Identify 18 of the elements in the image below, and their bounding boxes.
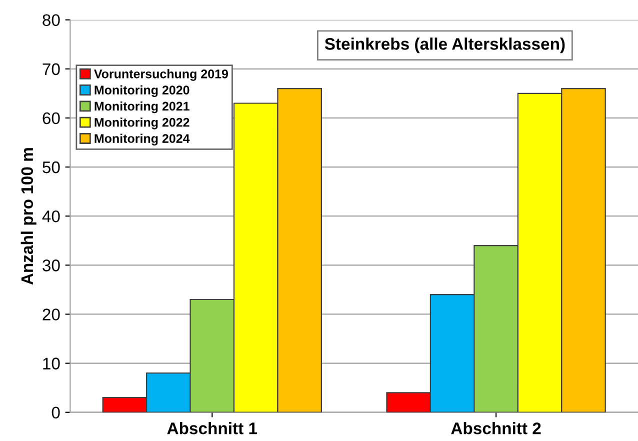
y-tick-label: 60	[42, 112, 60, 124]
legend-label: Monitoring 2022	[94, 118, 190, 130]
text: Steinkrebs (alle Altersklassen)	[324, 38, 565, 54]
x-tick-label: Abschnitt 1	[167, 422, 258, 434]
y-tick-label: 0	[52, 406, 60, 419]
y-tick-label: 40	[42, 210, 60, 222]
legend-label: Voruntersuchung 2019	[94, 69, 228, 81]
y-tick-label: 70	[42, 63, 60, 76]
y-tick-label: 20	[42, 308, 60, 320]
legend-label: Monitoring 2024	[94, 134, 190, 146]
y-tick-label: 80	[42, 14, 60, 26]
y-tick-label: 10	[43, 358, 60, 370]
legend-label: Monitoring 2020	[94, 85, 190, 98]
y-tick-label: 30	[42, 260, 60, 272]
y-tick-label: 50	[42, 161, 60, 174]
legend-label: Monitoring 2021	[94, 101, 190, 114]
y-axis-title: Anzahl pro 100 m	[20, 148, 36, 285]
x-tick-label: Abschnitt 2	[451, 422, 541, 434]
